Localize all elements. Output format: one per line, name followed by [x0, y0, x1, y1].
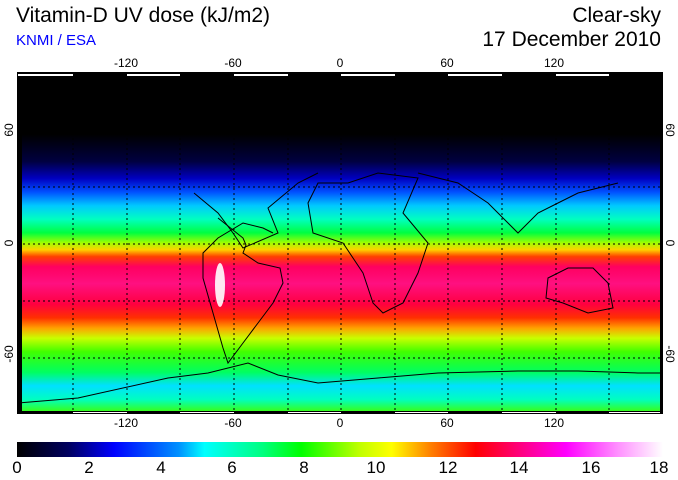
lat-tick-left: 60	[2, 123, 16, 137]
lon-tick-top: 120	[543, 56, 565, 70]
lat-tick-left: 0	[2, 239, 16, 247]
colorbar	[17, 442, 663, 457]
lat-tick-left: -60	[2, 345, 16, 363]
lon-tick-bottom: 120	[543, 416, 565, 430]
map-overlay	[18, 73, 662, 413]
condition-label: Clear-sky	[572, 4, 661, 27]
coastlines	[18, 172, 662, 404]
colorbar-label: 4	[156, 458, 166, 477]
colorbar-label: 16	[581, 458, 601, 477]
lat-tick-right: 60	[663, 123, 677, 137]
colorbar-label: 12	[438, 458, 458, 477]
lon-tick-bottom: -120	[113, 416, 139, 430]
colorbar-label: 18	[649, 458, 669, 477]
source-label: KNMI / ESA	[16, 32, 97, 49]
colorbar-label: 14	[509, 458, 529, 477]
max-dose-patch	[215, 263, 225, 307]
colorbar-label: 10	[366, 458, 386, 477]
lon-tick-top: -60	[224, 56, 242, 70]
lon-tick-top: 60	[440, 56, 454, 70]
graticule	[18, 73, 662, 413]
colorbar-label: 2	[84, 458, 94, 477]
lon-tick-bottom: 60	[440, 416, 454, 430]
colorbar-label: 6	[227, 458, 237, 477]
date-label: 17 December 2010	[482, 28, 661, 51]
colorbar-label: 0	[12, 458, 22, 477]
frame-ticks	[18, 73, 662, 413]
lon-tick-top: 0	[336, 56, 344, 70]
lat-tick-right: -60	[663, 345, 677, 363]
lat-tick-right: 0	[663, 239, 677, 247]
lon-tick-bottom: -60	[224, 416, 242, 430]
lon-tick-top: -120	[113, 56, 139, 70]
lon-tick-bottom: 0	[336, 416, 344, 430]
uv-dose-map	[17, 72, 663, 414]
map-title: Vitamin-D UV dose (kJ/m2)	[16, 4, 271, 27]
colorbar-label: 8	[299, 458, 309, 477]
